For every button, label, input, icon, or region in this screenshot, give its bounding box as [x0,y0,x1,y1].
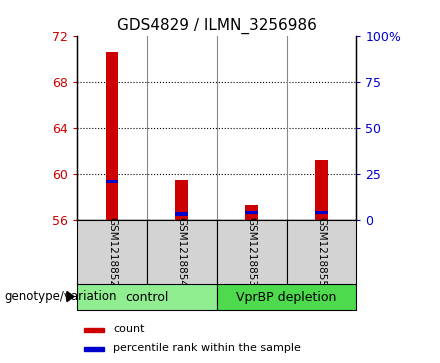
Text: VprBP depletion: VprBP depletion [236,291,337,304]
Polygon shape [67,291,74,302]
Bar [106,180,118,183]
Bar [246,205,258,220]
Bar [147,220,217,285]
Text: GSM1218854: GSM1218854 [177,217,187,287]
Bar [217,220,286,285]
Bar [286,220,356,285]
Bar [106,52,118,220]
Bar [217,284,356,310]
Bar [84,329,104,332]
Text: control: control [125,291,169,304]
Text: genotype/variation: genotype/variation [4,290,117,303]
Bar [77,284,217,310]
Text: GSM1218852: GSM1218852 [107,217,117,287]
Title: GDS4829 / ILMN_3256986: GDS4829 / ILMN_3256986 [117,17,317,33]
Text: count: count [113,324,145,334]
Bar [84,347,104,351]
Text: GSM1218853: GSM1218853 [247,217,257,287]
Text: percentile rank within the sample: percentile rank within the sample [113,343,301,352]
Text: GSM1218855: GSM1218855 [316,217,326,287]
Bar [246,211,258,215]
Bar [315,160,328,220]
Bar [176,212,188,216]
Bar [176,180,188,220]
Bar [315,211,328,215]
Bar [77,220,147,285]
